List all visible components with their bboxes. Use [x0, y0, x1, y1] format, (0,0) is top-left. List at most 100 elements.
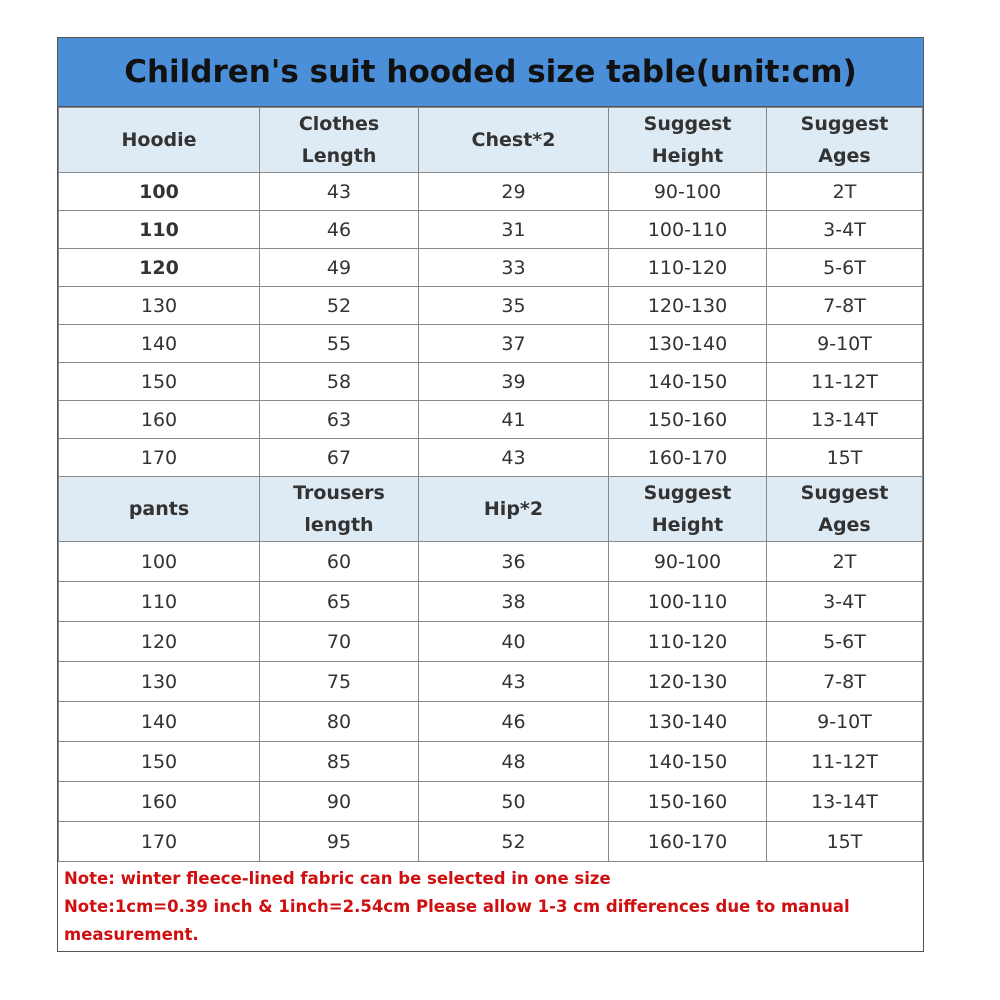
header-cell: Suggest Ages — [766, 476, 923, 542]
cell: 130 — [58, 286, 260, 325]
cell: 37 — [418, 324, 609, 363]
cell: 7-8T — [766, 286, 923, 325]
cell: 65 — [259, 581, 419, 622]
cell: 170 — [58, 821, 260, 862]
cell: 48 — [418, 741, 609, 782]
cell: 3-4T — [766, 581, 923, 622]
cell: 33 — [418, 248, 609, 287]
cell: 5-6T — [766, 248, 923, 287]
header-cell: Suggest Height — [608, 476, 767, 542]
cell: 160 — [58, 400, 260, 439]
cell: 63 — [259, 400, 419, 439]
data-row: 120 70 40 110-120 5-6T — [58, 621, 923, 662]
cell: 110-120 — [608, 621, 767, 662]
cell: 43 — [418, 438, 609, 477]
header-cell: Hoodie — [58, 107, 260, 173]
cell: 110-120 — [608, 248, 767, 287]
header-cell: Clothes Length — [259, 107, 419, 173]
cell: 130 — [58, 661, 260, 702]
cell: 13-14T — [766, 400, 923, 439]
cell: 140 — [58, 701, 260, 742]
cell: 58 — [259, 362, 419, 401]
cell: 100-110 — [608, 581, 767, 622]
cell: 110 — [58, 581, 260, 622]
data-row: 110 65 38 100-110 3-4T — [58, 581, 923, 622]
cell: 130-140 — [608, 701, 767, 742]
cell: 150-160 — [608, 400, 767, 439]
cell: 5-6T — [766, 621, 923, 662]
cell: 36 — [418, 541, 609, 582]
cell: 120-130 — [608, 286, 767, 325]
cell: 35 — [418, 286, 609, 325]
data-row: 160 63 41 150-160 13-14T — [58, 400, 923, 439]
cell: 100-110 — [608, 210, 767, 249]
note: Note:1cm=0.39 inch & 1inch=2.54cm Please… — [64, 897, 850, 944]
cell: 2T — [766, 541, 923, 582]
cell: 52 — [418, 821, 609, 862]
data-row: 170 67 43 160-170 15T — [58, 438, 923, 477]
header-cell: Chest*2 — [418, 107, 609, 173]
cell: 40 — [418, 621, 609, 662]
cell: 60 — [259, 541, 419, 582]
cell: 38 — [418, 581, 609, 622]
cell: 120 — [58, 621, 260, 662]
cell: 15T — [766, 821, 923, 862]
table-title: Children's suit hooded size table(unit:c… — [58, 38, 923, 107]
cell: 140-150 — [608, 362, 767, 401]
cell: 170 — [58, 438, 260, 477]
cell: 80 — [259, 701, 419, 742]
cell: 67 — [259, 438, 419, 477]
header-cell: Trousers length — [259, 476, 419, 542]
cell: 150 — [58, 362, 260, 401]
cell: 90-100 — [608, 541, 767, 582]
cell: 46 — [259, 210, 419, 249]
data-row: 140 55 37 130-140 9-10T — [58, 324, 923, 363]
cell: 13-14T — [766, 781, 923, 822]
header-cell: pants — [58, 476, 260, 542]
cell: 120-130 — [608, 661, 767, 702]
data-row: 150 85 48 140-150 11-12T — [58, 741, 923, 782]
cell: 70 — [259, 621, 419, 662]
cell: 140 — [58, 324, 260, 363]
cell: 7-8T — [766, 661, 923, 702]
cell: 140-150 — [608, 741, 767, 782]
header-cell: Suggest Height — [608, 107, 767, 173]
cell: 90 — [259, 781, 419, 822]
cell: 150 — [58, 741, 260, 782]
data-row: 150 58 39 140-150 11-12T — [58, 362, 923, 401]
cell: 49 — [259, 248, 419, 287]
table-body: Hoodie Clothes Length Chest*2 Suggest Heigh… — [58, 107, 923, 862]
cell: 50 — [418, 781, 609, 822]
cell: 55 — [259, 324, 419, 363]
size-table: Children's suit hooded size table(unit:c… — [57, 37, 924, 952]
note: Note: winter fleece-lined fabric can be … — [64, 869, 611, 888]
cell: 11-12T — [766, 362, 923, 401]
data-row: 160 90 50 150-160 13-14T — [58, 781, 923, 822]
cell: 100 — [58, 172, 260, 211]
grid: Hoodie Clothes Length Chest*2 Suggest Heigh… — [58, 107, 923, 862]
cell: 160-170 — [608, 438, 767, 477]
cell: 29 — [418, 172, 609, 211]
cell: 31 — [418, 210, 609, 249]
cell: 160-170 — [608, 821, 767, 862]
cell: 150-160 — [608, 781, 767, 822]
header-cell: Hip*2 — [418, 476, 609, 542]
cell: 95 — [259, 821, 419, 862]
cell: 75 — [259, 661, 419, 702]
data-row: 140 80 46 130-140 9-10T — [58, 701, 923, 742]
cell: 160 — [58, 781, 260, 822]
data-row: 100 43 29 90-100 2T — [58, 172, 923, 211]
cell: 2T — [766, 172, 923, 211]
cell: 130-140 — [608, 324, 767, 363]
cell: 15T — [766, 438, 923, 477]
data-row: 120 49 33 110-120 5-6T — [58, 248, 923, 287]
cell: 120 — [58, 248, 260, 287]
cell: 9-10T — [766, 324, 923, 363]
data-row: 170 95 52 160-170 15T — [58, 821, 923, 862]
data-row: 130 75 43 120-130 7-8T — [58, 661, 923, 702]
header-row: pants Trousers length Hip*2 Suggest Height S… — [58, 476, 923, 542]
cell: 85 — [259, 741, 419, 782]
data-row: 110 46 31 100-110 3-4T — [58, 210, 923, 249]
cell: 11-12T — [766, 741, 923, 782]
cell: 41 — [418, 400, 609, 439]
